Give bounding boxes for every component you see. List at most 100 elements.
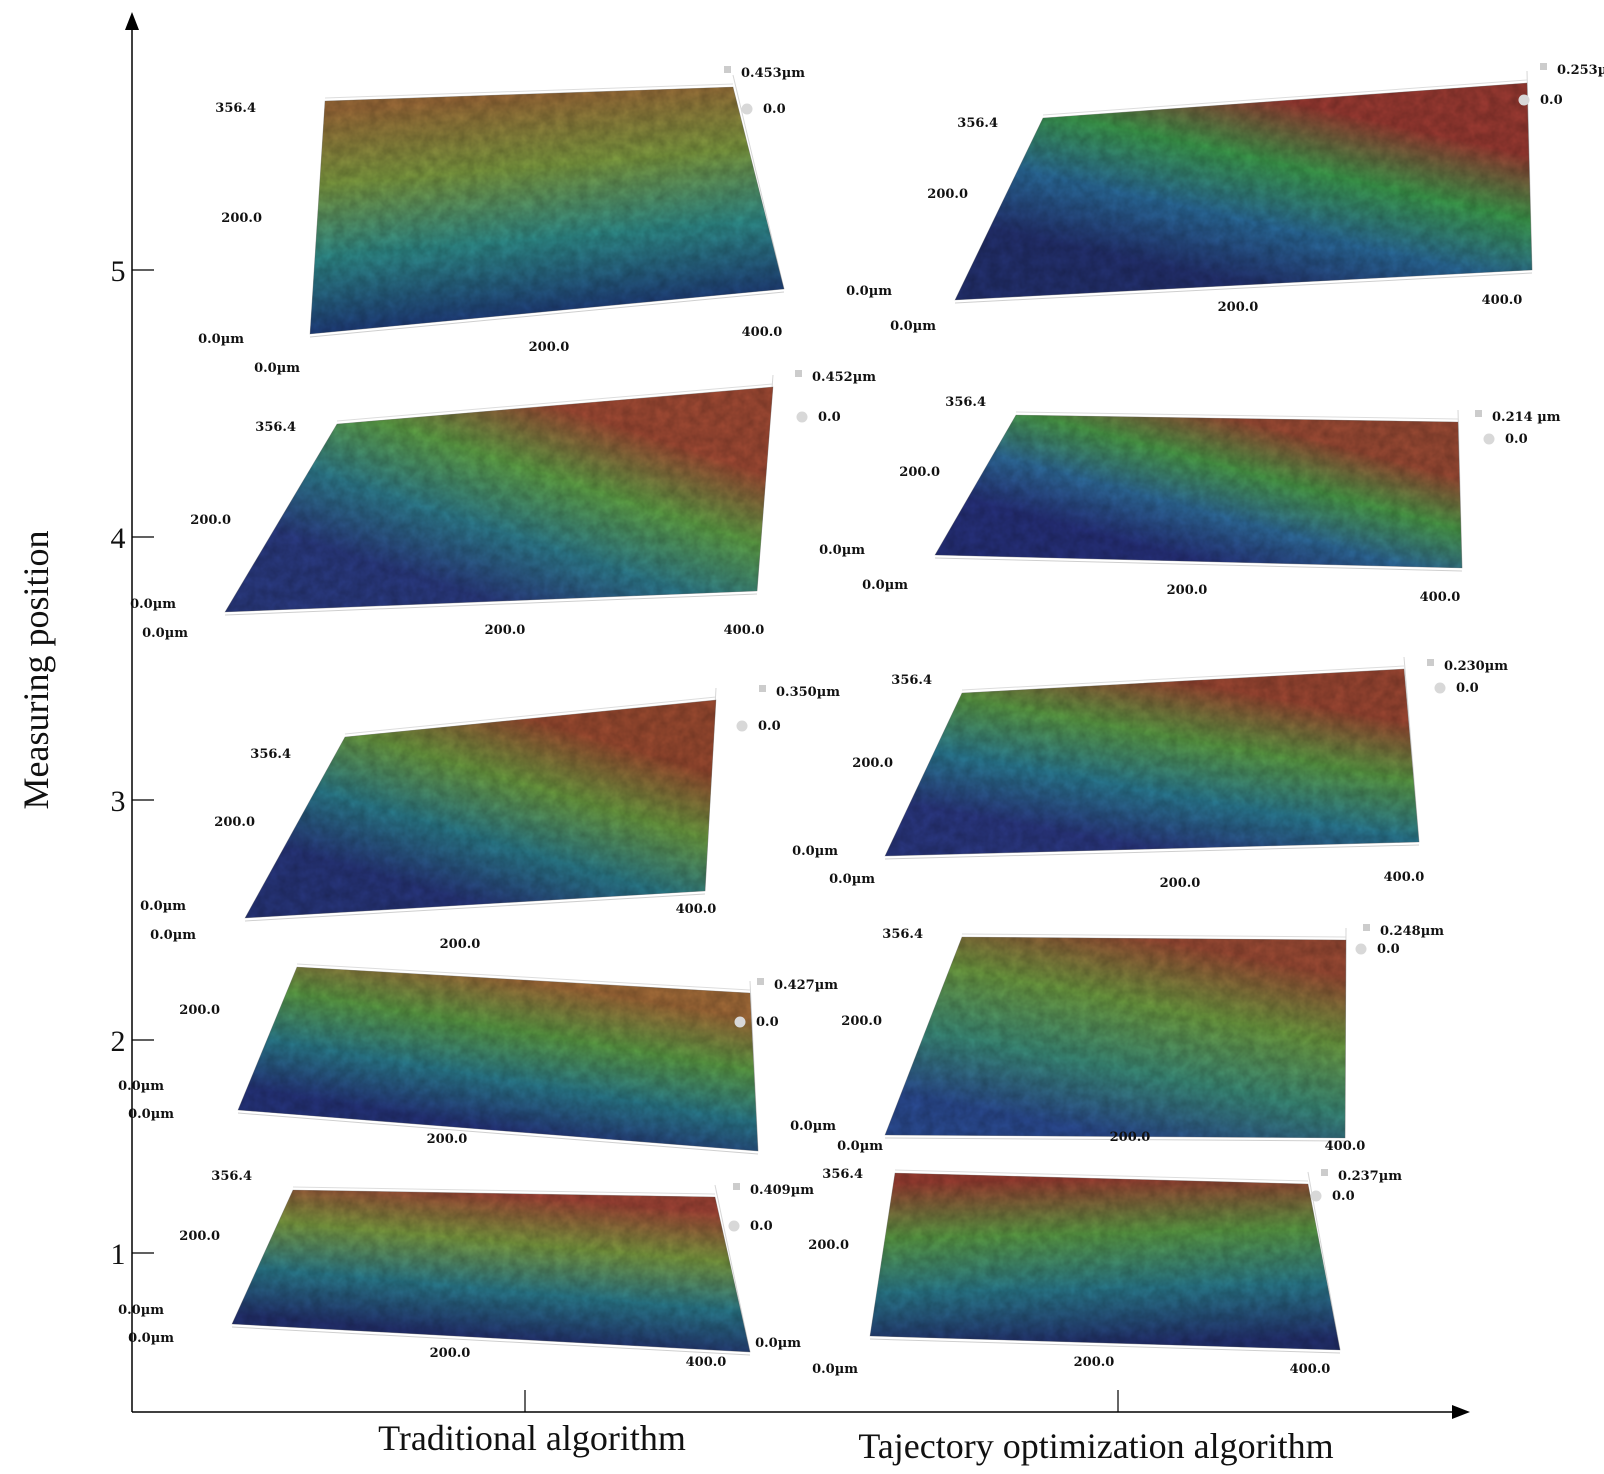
scale-max-label: 0.230µm [1444,659,1508,674]
surface-edge [934,414,1463,569]
origin-x-label: 0.0µm [254,361,300,376]
y-axis-top-label: 356.4 [215,101,256,116]
origin-x-label: 0.0µm [142,626,188,641]
origin-x-label: 0.0µm [128,1107,174,1122]
scale-min-label: 0.0 [1540,93,1563,108]
surface-edge [244,699,717,919]
scale-max-marker [795,370,802,377]
surface-roughness-texture [310,87,784,334]
origin-y-label: 0.0µm [130,597,176,612]
grid-backline [894,1169,1309,1182]
scale-min-marker [1310,1190,1322,1202]
surface-roughness-texture [245,700,716,918]
x-axis-mid-label: 200.0 [529,340,570,355]
surface-panel: 0.214 µm 0.0 356.4 200.0 0.0µm 0.0µm 200.0 400.… [819,395,1561,605]
origin-x-label: 0.0µm [829,872,875,887]
y-axis-mid-label: 200.0 [221,211,262,226]
origin-y-label: 0.0µm [198,332,244,347]
scale-min-label: 0.0 [1377,942,1400,957]
y-axis-mid-label: 200.0 [179,1003,220,1018]
x-axis-max-label: 400.0 [1384,870,1425,885]
grid-backline [324,83,734,99]
scale-min-marker [736,720,748,732]
surface-panel: 0.427µm 0.0 200.0 0.0µm 0.0µm 200.0 [118,963,838,1155]
x-axis-max-label: 400.0 [676,902,717,917]
x-axis-max-label: 400.0 [724,623,765,638]
surface-roughness-texture [935,415,1462,568]
x-axis-mid-label: 200.0 [1110,1130,1151,1145]
scale-min-marker [1434,682,1446,694]
origin-y-label: 0.0µm [792,844,838,859]
surface-edge [954,82,1533,301]
grid-baseline [884,844,1420,860]
x-axis-mid-label: 200.0 [440,937,481,952]
origin-y-label: 0.0µm [140,899,186,914]
grid-baseline [954,272,1533,304]
z-axis-line [714,1184,751,1353]
grid-baseline [244,893,706,922]
scale-min-marker [734,1016,746,1028]
surface-edge [224,386,774,613]
scale-max-marker [759,685,766,692]
scale-max-label: 0.452µm [812,370,876,385]
surface-panel: 0.230µm 0.0 356.4 200.0 0.0µm 0.0µm 200.0 400.0 [792,656,1508,891]
origin-x-label: 0.0µm [862,578,908,593]
y-tick-label: 4 [111,522,126,555]
scale-min-label: 0.0 [750,1219,773,1234]
grid-backline [292,1186,716,1195]
y-axis-mid-label: 200.0 [841,1014,882,1029]
scale-max-marker [1475,410,1482,417]
scale-min-marker [1483,433,1495,445]
z-axis-line [732,74,785,290]
x-axis-max-label: 400.0 [1420,590,1461,605]
y-axis-top-label: 356.4 [211,1169,252,1184]
grid-baseline [934,557,1463,572]
origin-x-label: 0.0µm [150,928,196,943]
scale-max-marker [1427,659,1434,666]
y-axis-top-label: 356.4 [822,1167,863,1182]
y-axis-mid-label: 200.0 [852,756,893,771]
x-axis-max-label: 400.0 [1325,1139,1366,1154]
y-axis-title: Measuring position [16,531,56,810]
scale-max-label: 0.409µm [750,1183,814,1198]
scale-min-marker [728,1220,740,1232]
y-tick-label: 5 [111,255,126,288]
scale-min-label: 0.0 [758,719,781,734]
z-axis-line [1307,1171,1341,1351]
origin-y-label: 0.0µm [118,1303,164,1318]
origin-y-label: 0.0µm [790,1119,836,1134]
origin-x-label: 0.0µm [812,1362,858,1377]
origin-y-label: 0.0µm [819,543,865,558]
x-axis-arrow [1452,1405,1470,1419]
scale-max-label: 0.214 µm [1492,410,1561,425]
surface-panel: 0.409µm 0.0 356.4 200.0 0.0µm 0.0µm 200.0 400.0 [118,1169,814,1370]
surface-edge [231,1189,751,1353]
x-axis-max-label: 400.0 [686,1355,727,1370]
x-axis-mid-label: 200.0 [1218,300,1259,315]
scale-max-marker [724,66,731,73]
surface-panels: 0.453µm0.0356.4200.00.0µm0.0µm200.0400.0… [118,63,1604,1377]
surface-roughness-texture [870,1173,1340,1350]
scale-min-label: 0.0 [818,410,841,425]
x-axis-max-label: 400.0 [1290,1362,1331,1377]
surface-edge [237,966,759,1152]
grid-baseline [237,1112,759,1155]
scale-max-marker [757,978,764,985]
surface-roughness-texture [885,669,1419,856]
scale-max-label: 0.350µm [776,685,840,700]
y-axis-mid-label: 200.0 [214,815,255,830]
grid-baseline [231,1326,751,1356]
scale-max-label: 0.427µm [774,978,838,993]
scale-min-marker [741,103,753,115]
scale-min-marker [1518,94,1530,106]
surface-roughness-texture [238,967,758,1151]
grid-baseline [884,1137,1346,1142]
surface-edge [884,668,1420,857]
main-axes: 1 2 3 4 5 Measuring position Traditional alg… [16,12,1470,1466]
x-axis-max-label: 400.0 [742,325,783,340]
grid-baseline [309,291,785,338]
y-tick-label: 3 [111,785,126,818]
grid-backline [1015,411,1459,420]
scale-min-marker [1355,943,1367,955]
